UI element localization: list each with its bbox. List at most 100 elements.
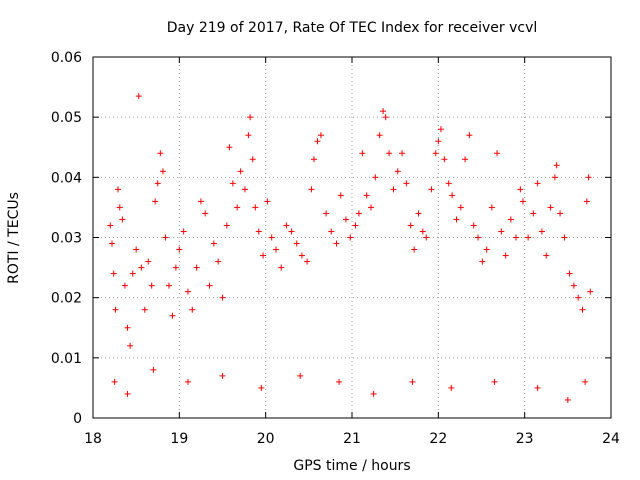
data-point [107,222,114,229]
data-point [247,114,254,121]
data-point [112,306,119,313]
data-points [107,93,594,403]
data-point [241,186,248,193]
data-point [355,210,362,217]
data-point [407,222,414,229]
data-point [566,270,573,277]
data-point [530,210,537,217]
data-point [575,294,582,301]
data-point [268,234,275,241]
data-point [184,378,191,385]
data-point [234,204,241,211]
x-tick-label: 23 [516,431,534,447]
x-tick-labels: 18 19 20 21 22 23 24 [84,431,620,447]
data-point [264,198,271,205]
data-point [115,186,122,193]
data-point [479,258,486,265]
chart-title: Day 219 of 2017, Rate Of TEC Index for r… [167,20,538,36]
data-point [519,198,526,205]
data-point [121,282,128,289]
data-point [457,204,464,211]
y-tick-label: 0.01 [51,351,82,367]
data-point [432,150,439,157]
data-point [237,168,244,175]
data-point [561,234,568,241]
x-tick-label: 18 [84,431,102,447]
y-tick-label: 0.03 [51,231,82,247]
data-point [119,216,126,223]
data-point [249,156,256,163]
data-point [308,186,315,193]
x-tick-label: 20 [257,431,275,447]
data-point [483,246,490,253]
data-point [359,150,366,157]
data-point [466,132,473,139]
data-point [202,210,209,217]
data-point [176,246,183,253]
x-axis-label: GPS time / hours [293,458,410,474]
data-point [127,342,134,349]
data-point [435,138,442,145]
y-tick-label: 0.04 [51,170,82,186]
data-point [428,186,435,193]
data-point [314,138,321,145]
data-point [197,198,204,205]
y-tick-label: 0.02 [51,291,82,307]
data-point [502,252,509,259]
data-point [150,366,157,373]
data-point [141,306,148,313]
data-point [582,378,589,385]
data-point [470,222,477,229]
data-point [293,240,300,247]
data-point [159,168,166,175]
data-point [342,216,349,223]
data-point [215,258,222,265]
data-point [154,180,161,187]
data-point [129,270,136,277]
data-point [337,192,344,199]
data-point [579,306,586,313]
data-point [255,228,262,235]
x-tick-label: 24 [602,431,620,447]
data-point [169,312,176,319]
data-point [583,198,590,205]
data-point [445,180,452,187]
data-point [547,204,554,211]
data-point [403,180,410,187]
data-point [488,204,495,211]
data-point [494,150,501,157]
data-point [111,378,118,385]
data-point [245,132,252,139]
data-point [283,222,290,229]
data-point [135,93,142,100]
data-point [448,384,455,391]
data-point [288,228,295,235]
data-point [108,240,115,247]
data-point [507,216,514,223]
data-point [517,186,524,193]
data-point [172,264,179,271]
data-point [475,234,482,241]
data-point [157,150,164,157]
data-point [370,390,377,397]
data-point [145,258,152,265]
data-point [367,204,374,211]
data-point [363,192,370,199]
data-point [372,174,379,181]
data-point [380,108,387,115]
data-point [206,282,213,289]
data-point [148,282,155,289]
data-point [226,144,233,151]
data-point [304,258,311,265]
data-point [124,390,131,397]
data-point [557,210,564,217]
data-point [390,186,397,193]
data-point [399,150,406,157]
data-point [570,282,577,289]
data-point [409,378,416,385]
data-point [165,282,172,289]
data-point [180,228,187,235]
data-point [116,204,123,211]
data-point [138,264,145,271]
data-point [110,270,117,277]
